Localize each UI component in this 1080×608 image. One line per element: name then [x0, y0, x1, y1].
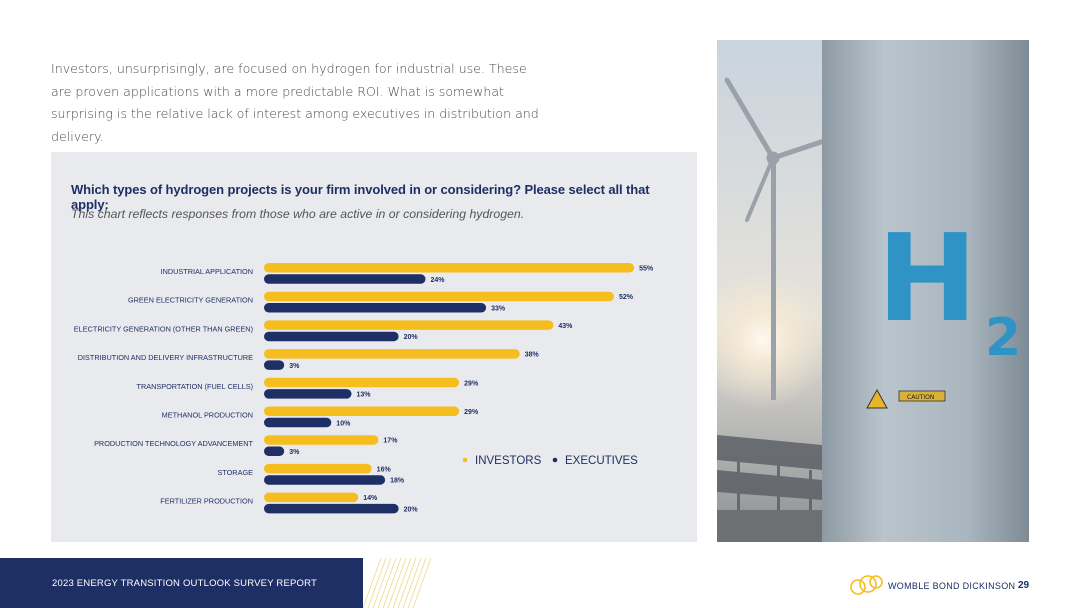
data-label: 13%: [356, 392, 371, 399]
bar-executives: [264, 475, 386, 485]
category-label: STORAGE: [217, 468, 253, 477]
bar-executives: [264, 360, 285, 370]
legend-marker: [552, 457, 558, 463]
category-label: PRODUCTION TECHNOLOGY ADVANCEMENT: [94, 439, 253, 448]
data-label: 43%: [558, 323, 573, 330]
data-label: 29%: [464, 380, 479, 387]
h2-label-2: 2: [985, 308, 1021, 368]
bar-executives: [264, 303, 487, 313]
bar-investors: [264, 320, 554, 330]
report-title: 2023 ENERGY TRANSITION OUTLOOK SURVEY RE…: [52, 578, 318, 589]
bar-investors: [264, 463, 372, 474]
category-label: GREEN ELECTRICITY GENERATION: [128, 296, 253, 305]
bar-executives: [264, 274, 426, 284]
bar-executives: [264, 389, 352, 399]
data-label: 20%: [404, 334, 419, 341]
category-label: TRANSPORTATION (FUEL CELLS): [137, 382, 254, 391]
caution-sign-text: CAUTION: [907, 394, 934, 401]
data-label: 24%: [431, 277, 446, 284]
data-label: 16%: [377, 466, 392, 473]
bar-executives: [264, 503, 399, 514]
bar-investors: [264, 263, 635, 273]
legend-marker: [462, 457, 468, 463]
data-label: 3%: [289, 363, 300, 370]
bar-investors: [264, 349, 520, 359]
footer: 2023 ENERGY TRANSITION OUTLOOK SURVEY RE…: [0, 558, 1080, 608]
bar-executives: [264, 446, 285, 456]
intro-paragraph: Investors, unsurprisingly, are focused o…: [51, 61, 539, 144]
bar-investors: [264, 435, 379, 445]
data-label: 29%: [464, 409, 479, 416]
category-label: FERTILIZER PRODUCTION: [160, 497, 253, 506]
data-label: 38%: [525, 352, 540, 359]
brand-name: WOMBLE BOND DICKINSON: [888, 581, 1016, 591]
h2-label-h: H: [877, 210, 977, 349]
footer-band: 2023 ENERGY TRANSITION OUTLOOK SURVEY RE…: [0, 558, 363, 608]
bar-investors: [264, 291, 614, 302]
data-label: 55%: [639, 266, 654, 273]
data-label: 20%: [404, 506, 419, 513]
data-label: 14%: [363, 495, 378, 502]
data-label: 33%: [491, 306, 506, 313]
data-label: 52%: [619, 294, 634, 301]
legend-label: INVESTORS: [475, 455, 542, 467]
chart-panel: Which types of hydrogen projects is your…: [51, 152, 697, 542]
chart-subtitle: This chart reflects responses from those…: [71, 207, 525, 221]
bar-investors: [264, 406, 460, 416]
footer-gold-lines: [363, 558, 432, 608]
data-label: 3%: [289, 449, 300, 456]
category-label: DISTRIBUTION AND DELIVERY INFRASTRUCTURE: [78, 353, 253, 362]
solar-panels: [717, 435, 822, 542]
hydrogen-tank: [822, 40, 1029, 542]
womble-logo-icon: [850, 575, 883, 595]
legend-label: EXECUTIVES: [565, 455, 638, 467]
data-label: 10%: [336, 420, 351, 427]
category-label: INDUSTRIAL APPLICATION: [161, 267, 253, 276]
category-label: ELECTRICITY GENERATION (OTHER THAN GREEN…: [74, 324, 253, 333]
wind-turbine-icon: [724, 77, 830, 400]
bar-executives: [264, 331, 399, 342]
hydrogen-tank-illustration: H 2 CAUTION: [717, 40, 1029, 542]
category-label: METHANOL PRODUCTION: [162, 411, 253, 420]
bar-chart: INDUSTRIAL APPLICATION 55% 24% GREEN ELECTR…: [74, 263, 654, 514]
bar-investors: [264, 492, 359, 503]
chart-title: Which types of hydrogen projects is your…: [71, 182, 650, 212]
bar-executives: [264, 417, 332, 428]
data-label: 18%: [390, 478, 405, 485]
bar-investors: [264, 377, 460, 388]
caution-sign: [898, 390, 946, 402]
hydrogen-photo: H 2 CAUTION: [717, 40, 1029, 542]
page-number: 29: [1018, 580, 1030, 591]
data-label: 17%: [383, 438, 398, 445]
warning-triangle-icon: [866, 388, 888, 409]
